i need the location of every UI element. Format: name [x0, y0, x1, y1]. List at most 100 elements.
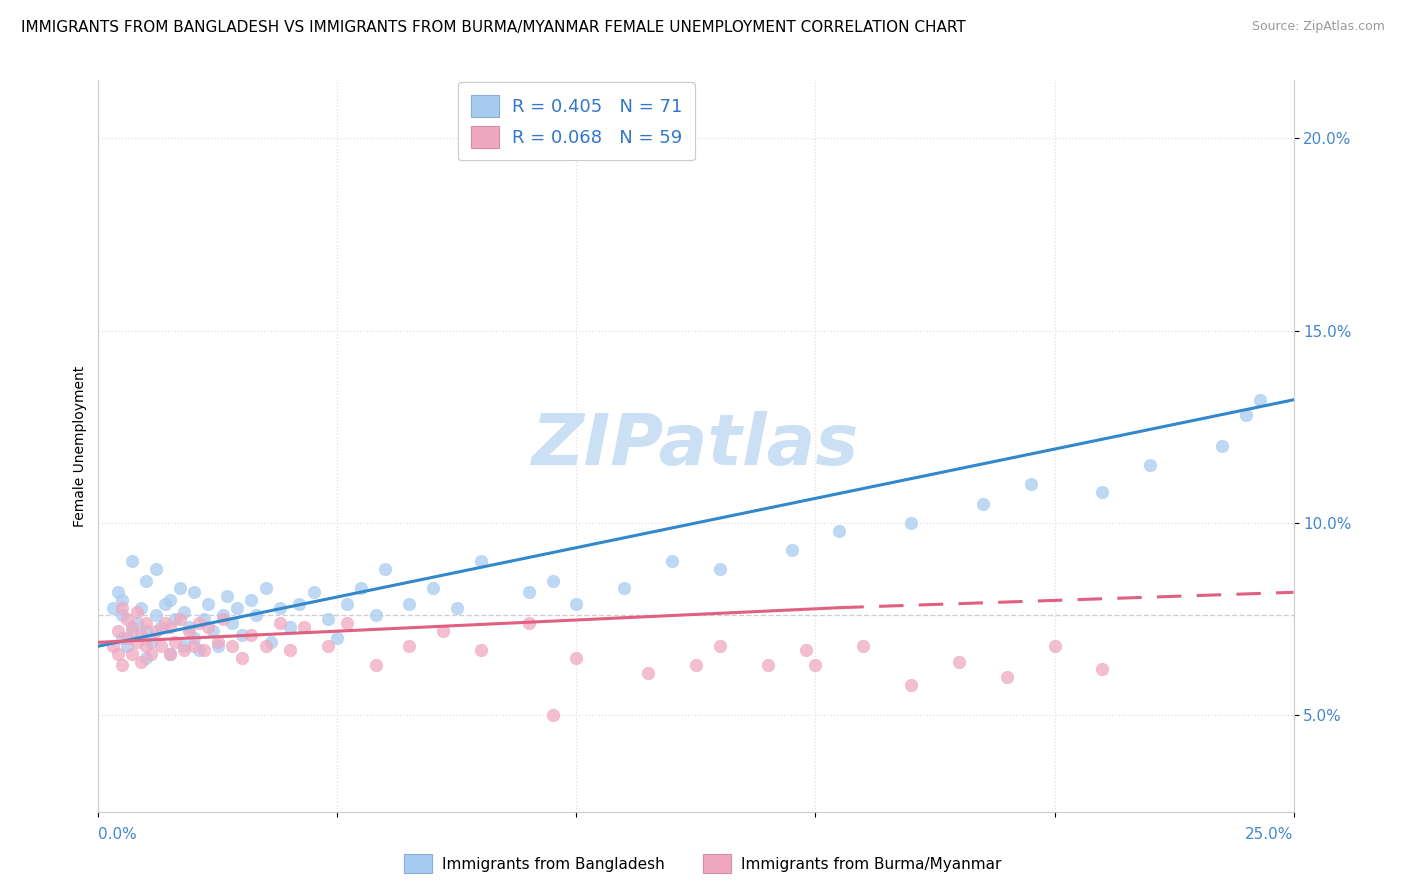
- Point: [221, 639, 243, 653]
- Point: [197, 597, 219, 611]
- Point: [193, 643, 215, 657]
- Point: [288, 597, 311, 611]
- Point: [169, 582, 191, 596]
- Point: [709, 562, 731, 576]
- Point: [364, 658, 387, 673]
- Point: [269, 616, 291, 631]
- Point: [1091, 485, 1114, 500]
- Point: [111, 608, 134, 623]
- Point: [217, 589, 239, 603]
- Point: [187, 643, 209, 657]
- Point: [211, 612, 233, 626]
- Point: [269, 600, 291, 615]
- Point: [183, 585, 205, 599]
- Point: [517, 585, 540, 599]
- Point: [179, 620, 201, 634]
- Point: [149, 639, 172, 653]
- Point: [565, 597, 588, 611]
- Point: [316, 612, 339, 626]
- Point: [336, 616, 359, 631]
- Point: [254, 582, 277, 596]
- Point: [398, 597, 420, 611]
- Point: [278, 620, 301, 634]
- Point: [202, 624, 225, 638]
- Point: [173, 605, 195, 619]
- Point: [517, 616, 540, 631]
- Point: [125, 635, 148, 649]
- Point: [948, 655, 970, 669]
- Text: IMMIGRANTS FROM BANGLADESH VS IMMIGRANTS FROM BURMA/MYANMAR FEMALE UNEMPLOYMENT : IMMIGRANTS FROM BANGLADESH VS IMMIGRANTS…: [21, 20, 966, 35]
- Point: [173, 639, 195, 653]
- Point: [107, 585, 129, 599]
- Point: [470, 643, 492, 657]
- Point: [187, 616, 209, 631]
- Point: [135, 624, 157, 638]
- Point: [139, 647, 162, 661]
- Point: [374, 562, 396, 576]
- Point: [121, 554, 143, 568]
- Point: [336, 597, 359, 611]
- Point: [207, 635, 229, 649]
- Point: [131, 627, 153, 641]
- Point: [259, 635, 281, 649]
- Point: [245, 608, 267, 623]
- Point: [1249, 392, 1271, 407]
- Point: [159, 647, 181, 661]
- Point: [221, 616, 243, 631]
- Point: [709, 639, 731, 653]
- Point: [139, 635, 162, 649]
- Point: [101, 639, 124, 653]
- Point: [756, 658, 779, 673]
- Point: [131, 600, 153, 615]
- Point: [398, 639, 420, 653]
- Point: [240, 593, 263, 607]
- Point: [197, 620, 219, 634]
- Point: [292, 620, 315, 634]
- Point: [804, 658, 827, 673]
- Point: [1139, 458, 1161, 473]
- Point: [852, 639, 875, 653]
- Point: [163, 635, 186, 649]
- Point: [1043, 639, 1066, 653]
- Point: [1091, 662, 1114, 676]
- Point: [125, 616, 148, 631]
- Point: [1211, 439, 1233, 453]
- Text: 25.0%: 25.0%: [1246, 827, 1294, 842]
- Point: [135, 574, 157, 588]
- Point: [115, 639, 138, 653]
- Point: [350, 582, 373, 596]
- Point: [155, 597, 177, 611]
- Point: [316, 639, 339, 653]
- Point: [145, 608, 167, 623]
- Point: [240, 627, 263, 641]
- Point: [254, 639, 277, 653]
- Point: [278, 643, 301, 657]
- Point: [173, 643, 195, 657]
- Point: [159, 620, 181, 634]
- Point: [183, 639, 205, 653]
- Point: [302, 585, 325, 599]
- Point: [794, 643, 817, 657]
- Point: [972, 497, 994, 511]
- Point: [111, 593, 134, 607]
- Point: [145, 562, 167, 576]
- Point: [115, 612, 138, 626]
- Point: [107, 647, 129, 661]
- Y-axis label: Female Unemployment: Female Unemployment: [73, 366, 87, 526]
- Point: [155, 616, 177, 631]
- Point: [995, 670, 1018, 684]
- Point: [446, 600, 468, 615]
- Point: [121, 624, 143, 638]
- Point: [637, 666, 659, 681]
- Point: [470, 554, 492, 568]
- Point: [183, 632, 205, 646]
- Point: [900, 678, 922, 692]
- Point: [326, 632, 349, 646]
- Point: [111, 658, 134, 673]
- Point: [661, 554, 683, 568]
- Legend: Immigrants from Bangladesh, Immigrants from Burma/Myanmar: Immigrants from Bangladesh, Immigrants f…: [398, 848, 1008, 879]
- Point: [179, 624, 201, 638]
- Text: ZIPatlas: ZIPatlas: [533, 411, 859, 481]
- Point: [565, 650, 588, 665]
- Point: [780, 543, 803, 558]
